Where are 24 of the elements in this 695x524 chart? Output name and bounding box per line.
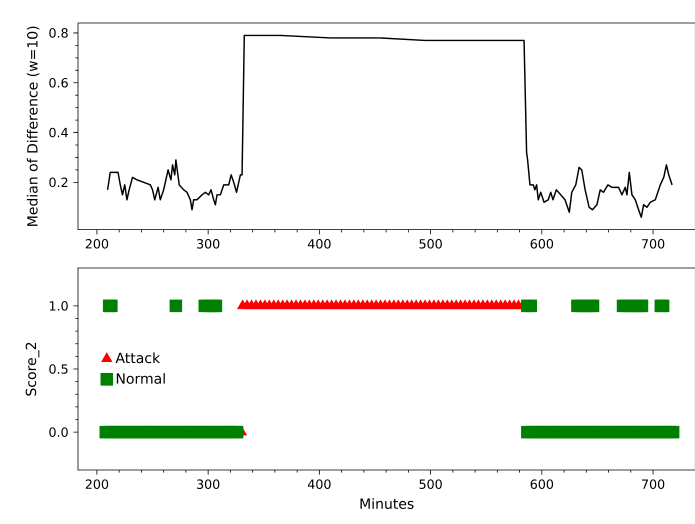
x-tick-label: 600 [530, 239, 554, 249]
x-tick-label: 400 [308, 239, 331, 249]
y-tick-label: 0.6 [49, 78, 68, 88]
x-tick-label: 200 [86, 239, 108, 249]
x-tick-label: 700 [642, 239, 664, 249]
x-tick-label: 200 [86, 479, 108, 489]
x-tick-label: 300 [197, 479, 220, 489]
legend-label: Normal [116, 373, 165, 384]
y-tick-label: 0.5 [49, 364, 68, 374]
y-axis-title: Median of Difference (w=10) [26, 26, 40, 226]
y-axis-title: Score_2 [26, 342, 40, 396]
y-tick-label: 0.2 [49, 178, 68, 188]
y-tick-label: 0.0 [49, 427, 68, 437]
x-tick-label: 600 [530, 479, 554, 489]
x-tick-label: 400 [308, 479, 331, 489]
y-tick-label: 0.8 [49, 28, 68, 38]
x-tick-label: 500 [420, 239, 442, 249]
x-tick-label: 700 [642, 479, 664, 489]
x-axis-title: Minutes [360, 498, 414, 509]
y-tick-label: 1.0 [50, 301, 68, 311]
legend-label: Attack [116, 352, 160, 364]
x-tick-label: 300 [197, 239, 220, 249]
x-tick-label: 500 [420, 479, 442, 489]
y-tick-label: 0.4 [49, 128, 68, 138]
